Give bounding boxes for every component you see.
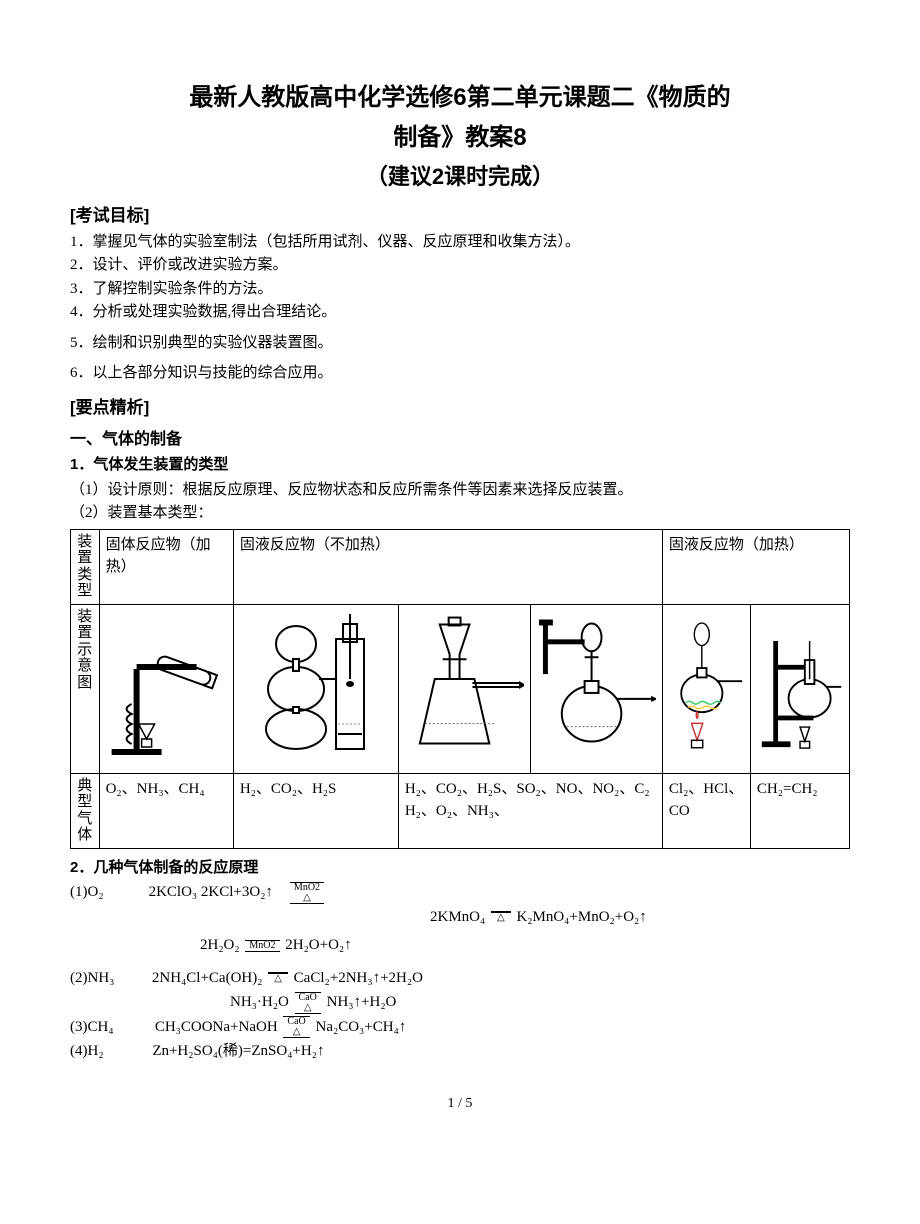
- cond-tri-icon: △: [268, 972, 288, 984]
- exam-item-3: 3．了解控制实验条件的方法。: [70, 278, 850, 301]
- cond-cao-tri-2: CaO△: [283, 1016, 309, 1038]
- diagram-sep-funnel-flask: [530, 604, 662, 773]
- apparatus-table: 装置类型 固体反应物（加热） 固液反应物（不加热） 固液反应物（加热） 装置示意…: [70, 529, 850, 849]
- eq-nh3-b: NH₃·H₂O CaO△ NH₃↑+H₂O: [230, 991, 850, 1014]
- doc-subtitle: （建议2课时完成）: [70, 160, 850, 193]
- diagram-funnel-flask: [398, 604, 530, 773]
- basic-types: （2）装置基本类型：: [70, 502, 850, 525]
- eq-h2: (4)H₂ Zn+H₂SO₄(稀)=ZnSO₄+H₂↑: [70, 1040, 850, 1063]
- sub-1-1: 1．气体发生装置的类型: [70, 454, 850, 477]
- diagram-kipp: [233, 604, 398, 773]
- exam-item-4: 4．分析或处理实验数据,得出合理结论。: [70, 301, 850, 324]
- row-head-gas: 典型气体: [71, 773, 100, 848]
- keypoint-head: [要点精析]: [70, 395, 850, 421]
- table-row-gases: 典型气体 O₂、NH₃、CH₄ H₂、CO₂、H₂S H₂、CO₂、H₂S、SO…: [71, 773, 850, 848]
- col-head-solid-heat: 固体反应物（加热）: [99, 529, 233, 604]
- eq-o2-b: 2KMnO₄ △ K₂MnO₄+MnO₂+O₂↑: [430, 906, 850, 929]
- sub-head-1: 一、气体的制备: [70, 428, 850, 452]
- table-row-diagrams: 装置示意图: [71, 604, 850, 773]
- col-head-solid-liquid-heat: 固液反应物（加热）: [662, 529, 849, 604]
- row-head-type: 装置类型: [71, 529, 100, 604]
- cond-tri-icon: △: [491, 911, 511, 923]
- cond-mno2: MnO2: [245, 940, 279, 952]
- gas-cell-3: H₂、CO₂、H₂S、SO₂、NO、NO₂、C₂H₂、O₂、NH₃、: [398, 773, 662, 848]
- eq-nh3-a: (2)NH₃ 2NH₄Cl+Ca(OH)₂ △ CaCl₂+2NH₃↑+2H₂O: [70, 967, 850, 990]
- exam-item-1: 1．掌握见气体的实验室制法（包括所用试剂、仪器、反应原理和收集方法）。: [70, 231, 850, 254]
- diagram-heat-flask-2: [750, 604, 849, 773]
- eq-o2-a: (1)O₂ 2KClO₃ 2KCl+3O₂↑ MnO2△: [70, 881, 850, 904]
- col-head-solid-liquid-noheat: 固液反应物（不加热）: [233, 529, 662, 604]
- gas-cell-2: H₂、CO₂、H₂S: [233, 773, 398, 848]
- row-head-diagram: 装置示意图: [71, 604, 100, 773]
- doc-title-line1: 最新人教版高中化学选修6第二单元课题二《物质的: [70, 80, 850, 116]
- diagram-heat-flask-1: [662, 604, 750, 773]
- exam-item-6: 6．以上各部分知识与技能的综合应用。: [70, 362, 850, 385]
- page-number: 1 / 5: [70, 1093, 850, 1114]
- exam-item-2: 2．设计、评价或改进实验方案。: [70, 254, 850, 277]
- sub-2-head: 2．几种气体制备的反应原理: [70, 857, 850, 880]
- diagram-solid-heat: [99, 604, 233, 773]
- eq-o2-c: 2H₂O₂ MnO2 2H₂O+O₂↑: [200, 934, 850, 957]
- cond-mno2-tri: MnO2△: [290, 882, 324, 904]
- eq-ch4: (3)CH₄ CH₃COONa+NaOH CaO△ Na₂CO₃+CH₄↑: [70, 1016, 850, 1039]
- gas-cell-5: CH₂=CH₂: [750, 773, 849, 848]
- table-row-header: 装置类型 固体反应物（加热） 固液反应物（不加热） 固液反应物（加热）: [71, 529, 850, 604]
- exam-item-5: 5．绘制和识别典型的实验仪器装置图。: [70, 332, 850, 355]
- gas-cell-1: O₂、NH₃、CH₄: [99, 773, 233, 848]
- exam-target-head: [考试目标]: [70, 203, 850, 229]
- design-rule: （1）设计原则：根据反应原理、反应物状态和反应所需条件等因素来选择反应装置。: [70, 479, 850, 502]
- cond-cao-tri: CaO△: [295, 992, 321, 1014]
- doc-title-line2: 制备》教案8: [70, 120, 850, 156]
- gas-cell-4: Cl₂、HCl、CO: [662, 773, 750, 848]
